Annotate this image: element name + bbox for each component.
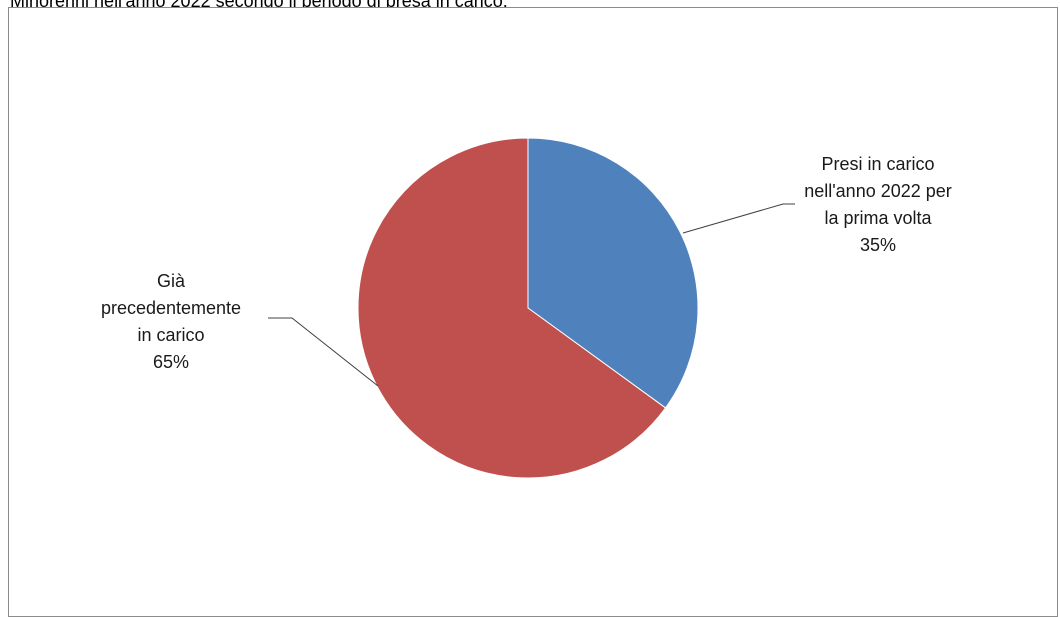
slice-label-line: la prima volta	[824, 208, 932, 228]
slice-value-label: 35%	[859, 235, 897, 255]
slice-presi-in-carico	[527, 137, 699, 409]
slice-label-line: nell'anno 2022 per	[804, 181, 952, 201]
slice-label-presi-in-carico: Presi in carico nell'anno 2022 per la pr…	[773, 151, 983, 259]
slice-label-gia-precedentemente: Già precedentemente in carico 65%	[66, 268, 276, 376]
slice-label-line: Già	[156, 271, 185, 291]
leader-line-presi	[682, 203, 795, 234]
slice-value-label: 65%	[152, 352, 190, 372]
slice-label-line: Presi in carico	[821, 154, 935, 174]
slice-label-line: in carico	[137, 325, 205, 345]
chart-caption: Minorenni nell'anno 2022 secondo il peri…	[10, 0, 508, 11]
leader-line-gia	[268, 317, 379, 387]
slice-label-line: precedentemente	[100, 298, 242, 318]
